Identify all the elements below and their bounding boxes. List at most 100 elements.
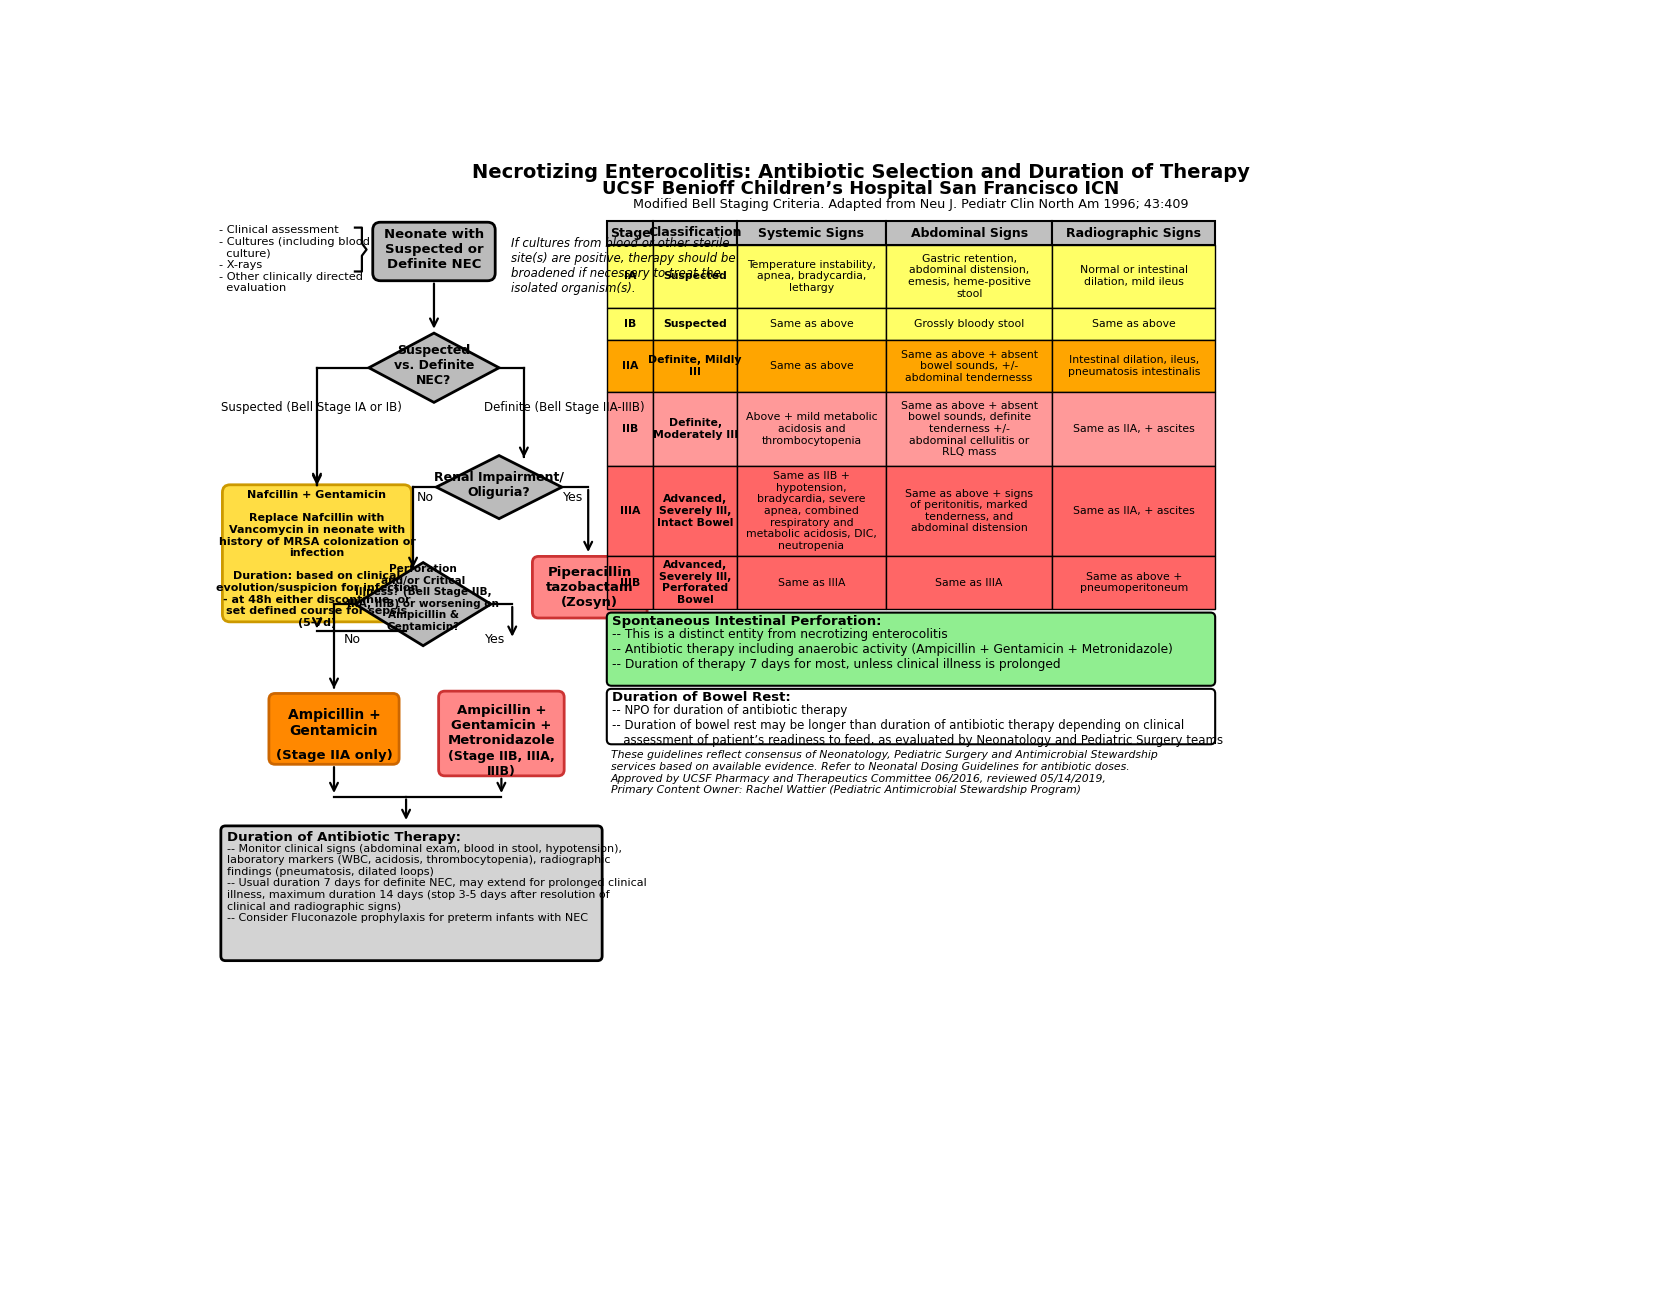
FancyBboxPatch shape	[1052, 556, 1215, 608]
FancyBboxPatch shape	[654, 465, 738, 556]
FancyBboxPatch shape	[1052, 244, 1215, 308]
FancyBboxPatch shape	[222, 485, 412, 621]
Text: Intestinal dilation, ileus,
pneumatosis intestinalis: Intestinal dilation, ileus, pneumatosis …	[1067, 355, 1200, 377]
Text: Spontaneous Intestinal Perforation:: Spontaneous Intestinal Perforation:	[612, 615, 882, 628]
FancyBboxPatch shape	[606, 308, 654, 341]
Text: IIIA: IIIA	[620, 506, 640, 516]
FancyBboxPatch shape	[654, 341, 738, 393]
FancyBboxPatch shape	[885, 465, 1052, 556]
Text: Definite,
Moderately III: Definite, Moderately III	[652, 419, 738, 439]
FancyBboxPatch shape	[885, 308, 1052, 341]
Text: IA: IA	[623, 272, 637, 281]
Text: Same as above + absent
bowel sounds, definite
tenderness +/-
abdominal celluliti: Same as above + absent bowel sounds, def…	[900, 400, 1038, 458]
FancyBboxPatch shape	[606, 465, 654, 556]
Text: Suspected: Suspected	[664, 318, 727, 329]
FancyBboxPatch shape	[438, 692, 564, 776]
FancyBboxPatch shape	[606, 556, 654, 608]
Text: If cultures from blood or other sterile
site(s) are positive, therapy should be
: If cultures from blood or other sterile …	[511, 237, 736, 295]
Text: Classification: Classification	[648, 226, 743, 239]
FancyBboxPatch shape	[738, 221, 885, 244]
FancyBboxPatch shape	[738, 308, 885, 341]
FancyBboxPatch shape	[606, 689, 1215, 745]
Text: Same as above + signs
of peritonitis, marked
tenderness, and
abdominal distensio: Same as above + signs of peritonitis, ma…	[906, 489, 1033, 533]
Text: -- NPO for duration of antibiotic therapy
-- Duration of bowel rest may be longe: -- NPO for duration of antibiotic therap…	[612, 705, 1223, 747]
FancyBboxPatch shape	[738, 465, 885, 556]
FancyBboxPatch shape	[654, 393, 738, 465]
Text: Same as above: Same as above	[769, 361, 853, 372]
FancyBboxPatch shape	[1052, 341, 1215, 393]
Text: Perforation
and/or Critical
Illness? (Bell Stage IIB,
IIIA, IIIB) or worsening o: Perforation and/or Critical Illness? (Be…	[348, 564, 499, 632]
Polygon shape	[437, 455, 561, 519]
Text: Definite (Bell Stage IIA-IIIB): Definite (Bell Stage IIA-IIIB)	[484, 400, 643, 413]
Text: Same as above +
pneumoperitoneum: Same as above + pneumoperitoneum	[1080, 572, 1188, 593]
Text: Advanced,
Severely Ill,
Perforated
Bowel: Advanced, Severely Ill, Perforated Bowel	[659, 560, 731, 604]
Text: Piperacillin
tazobactam
(Zosyn): Piperacillin tazobactam (Zosyn)	[546, 566, 633, 608]
FancyBboxPatch shape	[654, 556, 738, 608]
Text: Duration of Antibiotic Therapy:: Duration of Antibiotic Therapy:	[227, 831, 460, 844]
FancyBboxPatch shape	[885, 341, 1052, 393]
Text: - Clinical assessment
- Cultures (including blood
  culture)
- X-rays
- Other cl: - Clinical assessment - Cultures (includ…	[220, 225, 370, 294]
Text: Grossly bloody stool: Grossly bloody stool	[914, 318, 1025, 329]
Text: (Stage IIB, IIIA,
IIIB): (Stage IIB, IIIA, IIIB)	[449, 750, 554, 779]
Text: Normal or intestinal
dilation, mild ileus: Normal or intestinal dilation, mild ileu…	[1080, 265, 1188, 287]
Text: Suspected
vs. Definite
NEC?: Suspected vs. Definite NEC?	[393, 344, 474, 387]
Text: Same as IIIA: Same as IIIA	[936, 577, 1003, 588]
FancyBboxPatch shape	[269, 693, 400, 764]
Text: Radiographic Signs: Radiographic Signs	[1067, 226, 1201, 239]
FancyBboxPatch shape	[220, 826, 601, 961]
FancyBboxPatch shape	[738, 341, 885, 393]
Text: Gastric retention,
abdominal distension,
emesis, heme-positive
stool: Gastric retention, abdominal distension,…	[907, 254, 1030, 299]
FancyBboxPatch shape	[738, 244, 885, 308]
Text: Same as above + absent
bowel sounds, +/-
abdominal tendernesss: Same as above + absent bowel sounds, +/-…	[900, 350, 1038, 382]
Text: Yes: Yes	[563, 490, 583, 503]
Text: IIIB: IIIB	[620, 577, 640, 588]
Text: No: No	[417, 490, 433, 503]
FancyBboxPatch shape	[606, 341, 654, 393]
Polygon shape	[370, 333, 499, 403]
Text: Stage: Stage	[610, 226, 650, 239]
Text: Same as IIA, + ascites: Same as IIA, + ascites	[1074, 424, 1194, 434]
FancyBboxPatch shape	[654, 308, 738, 341]
Text: Yes: Yes	[486, 633, 506, 646]
Text: Temperature instability,
apnea, bradycardia,
lethargy: Temperature instability, apnea, bradycar…	[748, 260, 875, 292]
Text: Suspected (Bell Stage IA or IB): Suspected (Bell Stage IA or IB)	[220, 400, 402, 413]
Text: IIA: IIA	[622, 361, 638, 372]
FancyBboxPatch shape	[533, 556, 647, 618]
Text: Systemic Signs: Systemic Signs	[758, 226, 865, 239]
FancyBboxPatch shape	[606, 393, 654, 465]
FancyBboxPatch shape	[606, 221, 654, 244]
Text: Same as above: Same as above	[769, 318, 853, 329]
Text: Same as IIIA: Same as IIIA	[778, 577, 845, 588]
Text: (Stage IIA only): (Stage IIA only)	[276, 749, 393, 762]
Text: Duration of Bowel Rest:: Duration of Bowel Rest:	[612, 692, 791, 705]
Text: UCSF Benioff Children’s Hospital San Francisco ICN: UCSF Benioff Children’s Hospital San Fra…	[603, 181, 1119, 198]
Text: Abdominal Signs: Abdominal Signs	[911, 226, 1028, 239]
Text: Advanced,
Severely Ill,
Intact Bowel: Advanced, Severely Ill, Intact Bowel	[657, 494, 734, 528]
FancyBboxPatch shape	[738, 556, 885, 608]
FancyBboxPatch shape	[738, 393, 885, 465]
Text: No: No	[343, 633, 360, 646]
FancyBboxPatch shape	[1052, 393, 1215, 465]
FancyBboxPatch shape	[1052, 465, 1215, 556]
FancyBboxPatch shape	[654, 244, 738, 308]
Text: Same as above: Same as above	[1092, 318, 1176, 329]
FancyBboxPatch shape	[1052, 308, 1215, 341]
Text: Same as IIA, + ascites: Same as IIA, + ascites	[1074, 506, 1194, 516]
Text: These guidelines reflect consensus of Neonatology, Pediatric Surgery and Antimic: These guidelines reflect consensus of Ne…	[610, 750, 1158, 796]
Polygon shape	[354, 563, 491, 646]
Text: Definite, Mildly
III: Definite, Mildly III	[648, 355, 743, 377]
Text: Ampicillin +
Gentamicin +
Metronidazole: Ampicillin + Gentamicin + Metronidazole	[447, 705, 554, 747]
FancyBboxPatch shape	[606, 612, 1215, 686]
Text: Nafcillin + Gentamicin

Replace Nafcillin with
Vancomycin in neonate with
histor: Nafcillin + Gentamicin Replace Nafcillin…	[215, 490, 418, 628]
FancyBboxPatch shape	[1052, 221, 1215, 244]
Text: Modified Bell Staging Criteria. Adapted from Neu J. Pediatr Clin North Am 1996; : Modified Bell Staging Criteria. Adapted …	[633, 198, 1189, 211]
Text: IIB: IIB	[622, 424, 638, 434]
FancyBboxPatch shape	[885, 244, 1052, 308]
Text: Neonate with
Suspected or
Definite NEC: Neonate with Suspected or Definite NEC	[385, 229, 484, 272]
Text: Suspected: Suspected	[664, 272, 727, 281]
FancyBboxPatch shape	[885, 393, 1052, 465]
Text: -- This is a distinct entity from necrotizing enterocolitis
-- Antibiotic therap: -- This is a distinct entity from necrot…	[612, 628, 1173, 671]
FancyBboxPatch shape	[606, 244, 654, 308]
FancyBboxPatch shape	[373, 222, 496, 281]
FancyBboxPatch shape	[654, 221, 738, 244]
